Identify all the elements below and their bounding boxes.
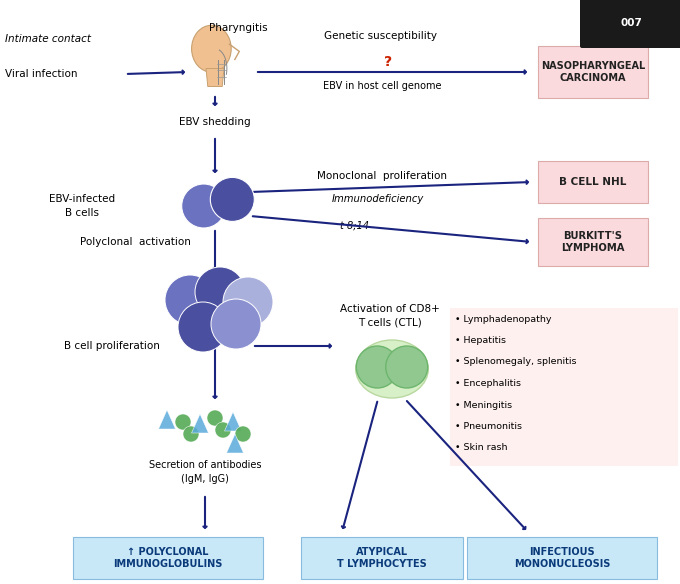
Text: Viral infection: Viral infection: [5, 69, 78, 79]
Circle shape: [178, 302, 228, 352]
FancyBboxPatch shape: [538, 46, 648, 98]
Text: ?: ?: [384, 55, 392, 69]
Text: Immunodeficiency: Immunodeficiency: [332, 194, 424, 204]
Text: • Pneumonitis: • Pneumonitis: [455, 422, 522, 431]
Circle shape: [182, 184, 226, 228]
Text: NASOPHARYNGEAL
CARCINOMA: NASOPHARYNGEAL CARCINOMA: [541, 61, 645, 83]
Text: EBV-infected
B cells: EBV-infected B cells: [49, 194, 115, 218]
Text: INFECTIOUS
MONONUCLEOSIS: INFECTIOUS MONONUCLEOSIS: [514, 547, 610, 569]
Polygon shape: [224, 412, 241, 431]
Text: EBV in host cell genome: EBV in host cell genome: [323, 81, 441, 91]
Circle shape: [207, 410, 223, 426]
Circle shape: [210, 178, 254, 221]
Text: ATYPICAL
T LYMPHOCYTES: ATYPICAL T LYMPHOCYTES: [337, 547, 427, 569]
Text: Monoclonal  proliferation: Monoclonal proliferation: [317, 171, 447, 181]
Text: Genetic susceptibility: Genetic susceptibility: [324, 31, 437, 41]
Circle shape: [215, 422, 231, 438]
Text: • Skin rash: • Skin rash: [455, 443, 507, 453]
Circle shape: [195, 267, 245, 317]
FancyBboxPatch shape: [301, 537, 463, 579]
Ellipse shape: [356, 340, 428, 398]
FancyBboxPatch shape: [538, 161, 648, 203]
FancyBboxPatch shape: [450, 308, 678, 466]
Circle shape: [386, 346, 428, 388]
Circle shape: [223, 277, 273, 327]
Text: • Meningitis: • Meningitis: [455, 401, 512, 409]
Circle shape: [356, 346, 398, 388]
Text: Polyclonal  activation: Polyclonal activation: [80, 237, 190, 247]
Text: ↑ POLYCLONAL
IMMUNOGLOBULINS: ↑ POLYCLONAL IMMUNOGLOBULINS: [114, 547, 222, 569]
Text: Pharyngitis: Pharyngitis: [209, 23, 267, 33]
Circle shape: [165, 275, 215, 325]
Text: Intimate contact: Intimate contact: [5, 34, 91, 44]
FancyBboxPatch shape: [580, 0, 680, 48]
Circle shape: [175, 414, 191, 430]
FancyBboxPatch shape: [73, 537, 263, 579]
Polygon shape: [206, 68, 224, 86]
FancyBboxPatch shape: [538, 218, 648, 266]
Text: EBV shedding: EBV shedding: [180, 117, 251, 127]
Circle shape: [183, 426, 199, 442]
Text: B CELL NHL: B CELL NHL: [560, 177, 627, 187]
Polygon shape: [158, 410, 175, 429]
Text: Secretion of antibodies
(IgM, IgG): Secretion of antibodies (IgM, IgG): [149, 460, 261, 484]
Text: • Splenomegaly, splenitis: • Splenomegaly, splenitis: [455, 357, 577, 367]
Text: t 8;14: t 8;14: [341, 221, 369, 231]
Polygon shape: [192, 414, 209, 433]
FancyBboxPatch shape: [467, 537, 657, 579]
Text: • Encephalitis: • Encephalitis: [455, 379, 521, 388]
Ellipse shape: [192, 25, 231, 72]
Circle shape: [211, 299, 261, 349]
Text: • Lymphadenopathy: • Lymphadenopathy: [455, 315, 551, 324]
Text: B cell proliferation: B cell proliferation: [64, 341, 160, 351]
Polygon shape: [226, 434, 243, 453]
Text: BURKITT'S
LYMPHOMA: BURKITT'S LYMPHOMA: [561, 231, 625, 253]
Text: • Hepatitis: • Hepatitis: [455, 336, 506, 345]
Circle shape: [235, 426, 251, 442]
Text: Activation of CD8+
T cells (CTL): Activation of CD8+ T cells (CTL): [340, 304, 440, 328]
Text: 007: 007: [620, 18, 642, 28]
